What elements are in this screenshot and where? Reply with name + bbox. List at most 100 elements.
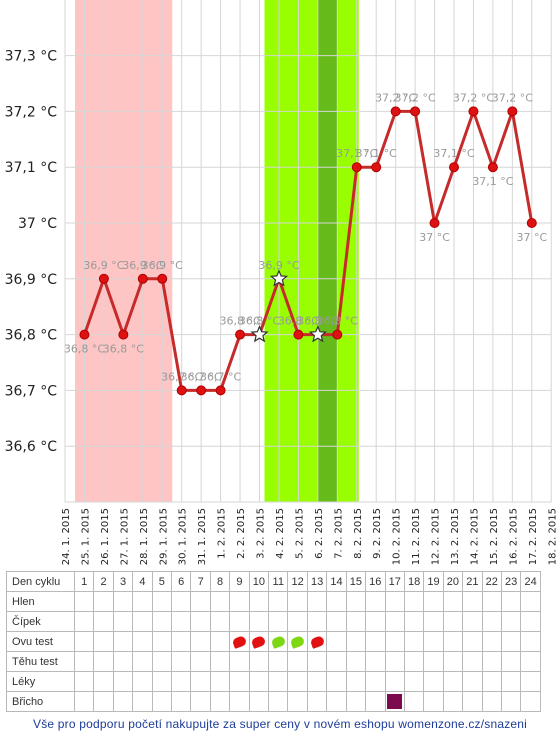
table-cell[interactable]	[112, 651, 134, 672]
table-cell[interactable]	[209, 671, 231, 692]
table-cell[interactable]: 14	[326, 571, 347, 592]
table-cell[interactable]	[268, 671, 289, 692]
table-cell[interactable]: 5	[151, 571, 173, 592]
table-cell[interactable]	[151, 631, 173, 652]
table-cell[interactable]	[132, 691, 153, 712]
table-cell[interactable]	[268, 651, 289, 672]
table-cell[interactable]	[248, 611, 270, 632]
table-cell[interactable]	[345, 591, 367, 612]
table-cell[interactable]: 6	[171, 571, 192, 592]
table-cell[interactable]	[73, 671, 95, 692]
table-cell[interactable]	[423, 651, 444, 672]
table-cell[interactable]	[112, 691, 134, 712]
table-cell[interactable]	[384, 611, 405, 632]
table-cell[interactable]	[442, 631, 464, 652]
table-cell[interactable]	[171, 691, 192, 712]
table-cell[interactable]	[190, 631, 211, 652]
table-cell[interactable]	[287, 611, 308, 632]
table-cell[interactable]	[248, 671, 270, 692]
table-cell[interactable]	[132, 631, 153, 652]
table-cell[interactable]	[268, 691, 289, 712]
table-cell[interactable]	[442, 591, 464, 612]
table-cell[interactable]	[306, 611, 328, 632]
table-cell[interactable]	[462, 651, 483, 672]
table-cell[interactable]	[132, 671, 153, 692]
table-cell[interactable]	[520, 651, 541, 672]
table-cell[interactable]	[384, 651, 405, 672]
table-cell[interactable]: 16	[365, 571, 386, 592]
table-cell[interactable]	[268, 591, 289, 612]
table-cell[interactable]	[403, 591, 425, 612]
table-cell[interactable]	[93, 651, 114, 672]
table-cell[interactable]: 3	[112, 571, 134, 592]
table-cell[interactable]	[384, 671, 405, 692]
table-cell[interactable]	[229, 671, 250, 692]
table-cell[interactable]	[403, 631, 425, 652]
table-cell[interactable]	[326, 691, 347, 712]
table-cell[interactable]: 15	[345, 571, 367, 592]
table-cell[interactable]	[384, 631, 405, 652]
table-cell[interactable]	[365, 651, 386, 672]
table-cell[interactable]	[287, 651, 308, 672]
table-cell[interactable]	[93, 611, 114, 632]
table-cell[interactable]: 18	[403, 571, 425, 592]
table-cell[interactable]	[306, 631, 328, 652]
table-cell[interactable]	[326, 651, 347, 672]
table-cell[interactable]	[229, 651, 250, 672]
table-cell[interactable]	[365, 671, 386, 692]
table-cell[interactable]	[209, 591, 231, 612]
table-cell[interactable]	[171, 611, 192, 632]
table-cell[interactable]: 2	[93, 571, 114, 592]
table-cell[interactable]	[73, 651, 95, 672]
table-cell[interactable]	[287, 631, 308, 652]
table-cell[interactable]	[462, 671, 483, 692]
table-cell[interactable]	[209, 631, 231, 652]
table-cell[interactable]	[365, 691, 386, 712]
table-cell[interactable]	[190, 611, 211, 632]
table-cell[interactable]	[423, 631, 444, 652]
table-cell[interactable]	[345, 611, 367, 632]
table-cell[interactable]: 20	[442, 571, 464, 592]
table-cell[interactable]	[384, 691, 405, 712]
table-cell[interactable]: 21	[462, 571, 483, 592]
table-cell[interactable]	[345, 691, 367, 712]
table-cell[interactable]	[306, 651, 328, 672]
table-cell[interactable]	[209, 611, 231, 632]
table-cell[interactable]	[481, 671, 502, 692]
table-cell[interactable]: 1	[73, 571, 95, 592]
table-cell[interactable]	[268, 631, 289, 652]
table-cell[interactable]	[287, 671, 308, 692]
table-cell[interactable]	[93, 671, 114, 692]
table-cell[interactable]	[345, 671, 367, 692]
table-cell[interactable]	[500, 671, 522, 692]
table-cell[interactable]	[326, 671, 347, 692]
table-cell[interactable]	[345, 631, 367, 652]
table-cell[interactable]	[229, 691, 250, 712]
table-cell[interactable]	[151, 591, 173, 612]
table-cell[interactable]	[132, 611, 153, 632]
table-cell[interactable]: 11	[268, 571, 289, 592]
table-cell[interactable]	[520, 611, 541, 632]
table-cell[interactable]	[268, 611, 289, 632]
table-cell[interactable]	[345, 651, 367, 672]
table-cell[interactable]	[403, 691, 425, 712]
table-cell[interactable]: 10	[248, 571, 270, 592]
table-cell[interactable]: 23	[500, 571, 522, 592]
table-cell[interactable]	[229, 611, 250, 632]
table-cell[interactable]	[209, 691, 231, 712]
table-cell[interactable]	[287, 591, 308, 612]
table-cell[interactable]	[326, 611, 347, 632]
table-cell[interactable]	[500, 611, 522, 632]
table-cell[interactable]	[73, 591, 95, 612]
table-cell[interactable]	[442, 671, 464, 692]
table-cell[interactable]	[112, 631, 134, 652]
table-cell[interactable]	[481, 591, 502, 612]
table-cell[interactable]	[481, 611, 502, 632]
table-cell[interactable]	[248, 651, 270, 672]
table-cell[interactable]	[423, 591, 444, 612]
table-cell[interactable]	[365, 591, 386, 612]
table-cell[interactable]: 24	[520, 571, 541, 592]
table-cell[interactable]	[442, 691, 464, 712]
table-cell[interactable]	[229, 631, 250, 652]
table-cell[interactable]: 12	[287, 571, 308, 592]
